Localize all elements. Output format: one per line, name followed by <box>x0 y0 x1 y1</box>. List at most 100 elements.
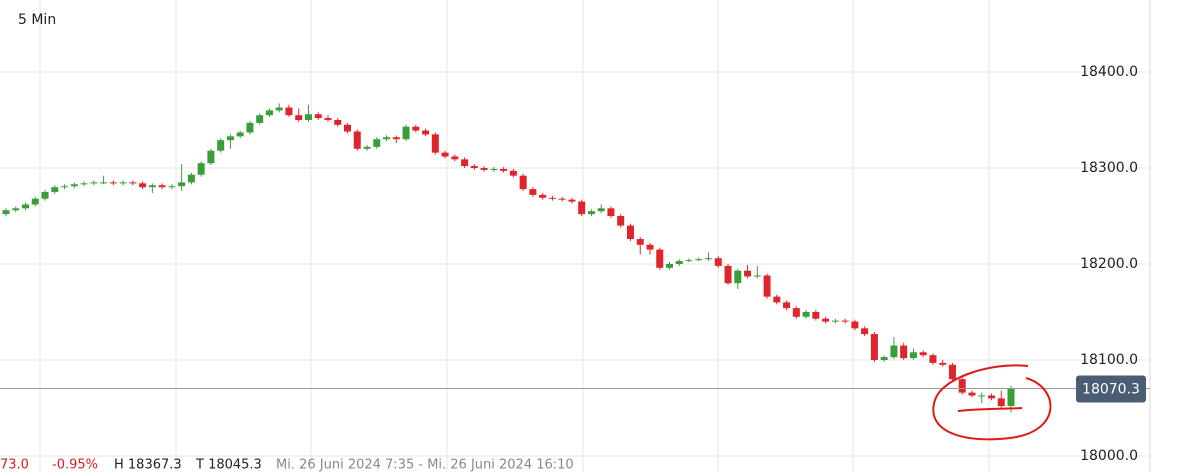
candle-body <box>31 198 39 205</box>
candle-body <box>763 275 771 297</box>
candle-body <box>529 189 537 195</box>
candle-body <box>519 175 527 190</box>
candle-body <box>90 182 98 184</box>
candle-body <box>675 261 683 264</box>
candle-body <box>41 191 49 199</box>
candle-body <box>841 320 849 322</box>
candle-body <box>2 210 10 215</box>
candle-body <box>197 163 205 175</box>
candle-body <box>148 185 156 188</box>
candle-body <box>285 107 293 116</box>
annotation-circle <box>932 364 1052 441</box>
candle-body <box>490 168 498 170</box>
high: H 18367.3 <box>114 458 182 472</box>
candle-body <box>451 156 459 160</box>
candle-body <box>22 204 30 209</box>
candle-body <box>217 140 225 151</box>
last-price-label: 18070.3 <box>1082 381 1140 397</box>
candle-body <box>226 136 234 141</box>
candle-body <box>695 259 703 261</box>
candle-body <box>158 185 166 188</box>
candle-body <box>665 263 673 268</box>
candle-body <box>12 208 20 211</box>
candle-body <box>509 170 517 176</box>
candle-body <box>207 150 215 164</box>
candle-body <box>753 275 761 277</box>
chart-title: 5 Min <box>18 12 56 28</box>
candle-body <box>851 321 859 329</box>
candle-body <box>168 186 176 188</box>
candle-body <box>870 334 878 360</box>
candle-body <box>900 345 908 359</box>
candle-body <box>480 167 488 170</box>
candle-body <box>314 114 322 119</box>
candle-body <box>812 311 820 319</box>
date-range: Mi. 26 Juni 2024 7:35 - Mi. 26 Juni 2024… <box>276 458 574 472</box>
candle-body <box>880 357 888 360</box>
candle-body <box>783 302 791 309</box>
candle-body <box>51 187 59 192</box>
info-bar: 73.0 -0.95% H 18367.3 T 18045.3 Mi. 26 J… <box>0 458 574 472</box>
candle-body <box>987 395 995 399</box>
y-tick-label: 18200.0 <box>1080 256 1138 272</box>
candle-body <box>802 311 810 317</box>
plot <box>0 71 1150 457</box>
candle-body <box>383 137 391 140</box>
candle-body <box>461 159 469 167</box>
candle-body <box>431 134 439 153</box>
candle-body <box>831 320 839 322</box>
candle-body <box>626 225 634 240</box>
candle-body <box>392 137 400 140</box>
candle-body <box>724 265 732 284</box>
candle-body <box>275 107 283 111</box>
candle-body <box>597 208 605 212</box>
candle-body <box>939 362 947 365</box>
candle-body <box>568 199 576 202</box>
candle-body <box>1007 388 1015 407</box>
y-tick-label: 18300.0 <box>1080 160 1138 176</box>
candle-body <box>295 115 303 120</box>
candle-body <box>744 270 752 277</box>
candle-body <box>119 182 127 184</box>
candle-body <box>178 182 186 187</box>
y-tick-label: 18000.0 <box>1080 448 1138 464</box>
y-tick-label: 18100.0 <box>1080 352 1138 368</box>
candle-body <box>334 119 342 125</box>
candle-body <box>822 318 830 322</box>
candle-body <box>578 201 586 215</box>
candle-body <box>236 132 244 137</box>
candle-body <box>607 208 615 216</box>
change-percent: -0.95% <box>52 458 98 472</box>
candle-body <box>656 249 664 268</box>
candle-body <box>714 258 722 266</box>
candle-body <box>500 168 508 171</box>
candle-body <box>958 379 966 393</box>
candle-body <box>978 395 986 397</box>
candle-body <box>187 174 195 183</box>
candle-body <box>861 328 869 335</box>
candle-body <box>470 166 478 168</box>
candle-body <box>685 260 693 262</box>
candle-body <box>265 110 273 116</box>
candle-body <box>929 355 937 363</box>
candle-body <box>363 146 371 149</box>
change: 73.0 <box>0 458 29 472</box>
candle-body <box>412 126 420 131</box>
candle-body <box>441 152 449 157</box>
candle-body <box>70 184 78 187</box>
candle-body <box>80 183 88 185</box>
candle-body <box>139 183 147 188</box>
candle-body <box>997 398 1005 407</box>
candle-body <box>61 186 69 188</box>
low: T 18045.3 <box>195 458 262 472</box>
candle-body <box>558 198 566 200</box>
vertical-grid <box>39 0 990 472</box>
candle-body <box>792 308 800 317</box>
candle-body <box>324 118 332 120</box>
candle-body <box>539 194 547 198</box>
candle-body <box>100 182 108 184</box>
candle-body <box>909 352 917 359</box>
candle-body <box>402 126 410 140</box>
candle-body <box>246 122 254 133</box>
candle-body <box>587 211 595 215</box>
